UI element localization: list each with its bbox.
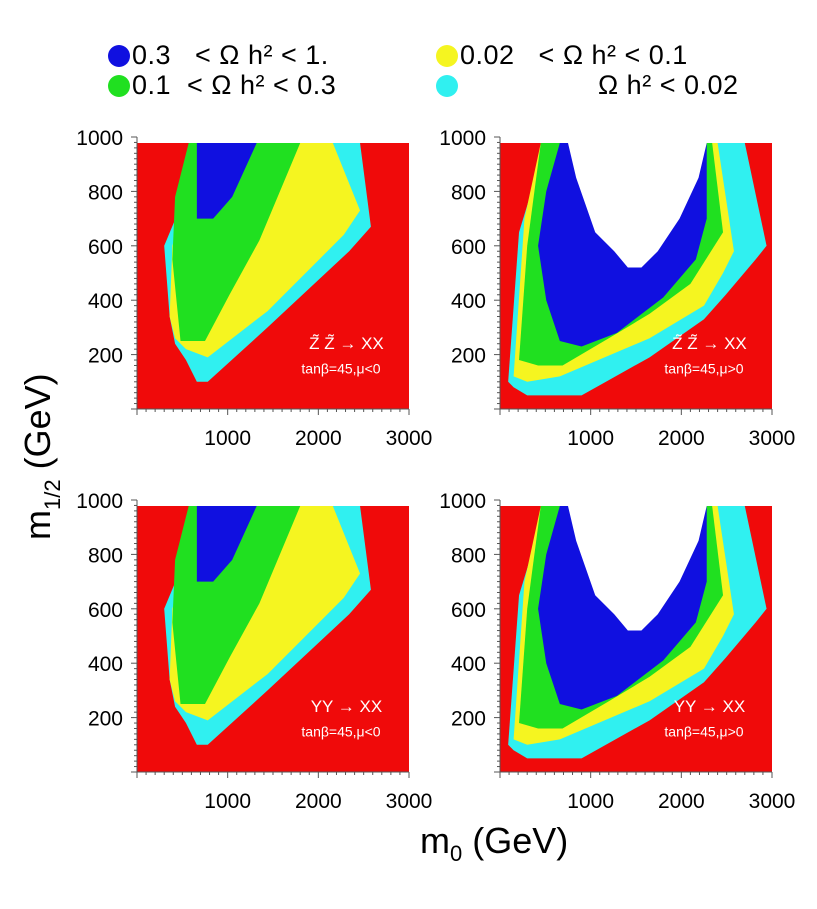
- region-allowed: [568, 506, 707, 631]
- y-tick-label: 800: [451, 181, 486, 204]
- y-tick-label: 800: [451, 544, 486, 567]
- x-tick-label: 2000: [658, 790, 705, 813]
- y-tick-label: 600: [88, 599, 123, 622]
- x-tick-label: 1000: [567, 427, 614, 450]
- x-tick-label: 2000: [295, 427, 342, 450]
- region-blue: [196, 506, 257, 582]
- legend-item-yellow: 0.02 < Ω h² < 0.1: [436, 40, 688, 71]
- axes: [131, 136, 410, 415]
- panel-process-label: YY → XX: [311, 697, 383, 716]
- legend-swatch-yellow: [436, 44, 458, 67]
- y-tick-label: 400: [88, 653, 123, 676]
- axes: [494, 499, 773, 778]
- x-tick-label: 2000: [658, 427, 705, 450]
- x-axis-title-unit: (GeV): [462, 820, 569, 861]
- y-tick-label: 1000: [439, 490, 486, 513]
- panel-1: 200 400 600 800 1000 1000 2000 3000 Z̃ Z̃ → XX ta…: [76, 127, 432, 450]
- y-axis-title-sub: 1/2: [40, 479, 65, 510]
- y-tick-label: 200: [88, 345, 123, 368]
- y-tick-label: 800: [88, 181, 123, 204]
- y-tick-label: 600: [451, 599, 486, 622]
- panel-3: 200 400 600 800 1000 1000 2000 3000 YY → XX tanβ=…: [76, 490, 432, 813]
- y-tick-label: 600: [88, 236, 123, 259]
- y-tick-label: 1000: [76, 490, 123, 513]
- region-blue: [196, 143, 257, 219]
- panel-params-label: tanβ=45,μ>0: [664, 724, 743, 740]
- legend-item-green: 0.1 < Ω h² < 0.3: [108, 70, 336, 101]
- y-tick-label: 200: [88, 708, 123, 731]
- panel-4: 200 400 600 800 1000 1000 2000 3000 YY → XX tanβ=…: [439, 490, 795, 813]
- panel-process-label: YY → XX: [674, 697, 746, 716]
- axes: [131, 499, 410, 778]
- legend-label: 0.02 < Ω h² < 0.1: [460, 40, 688, 70]
- y-axis-title: m1/2 (GeV): [17, 373, 65, 540]
- y-tick-label: 200: [451, 708, 486, 731]
- x-tick-label: 3000: [749, 427, 796, 450]
- legend-swatch-blue: [108, 44, 130, 67]
- y-tick-label: 400: [88, 290, 123, 313]
- panel-params-label: tanβ=45,μ>0: [664, 361, 743, 377]
- x-tick-label: 1000: [204, 790, 251, 813]
- panel-process-label: Z̃ Z̃ → XX: [309, 333, 384, 353]
- region-allowed: [568, 143, 707, 268]
- x-tick-label: 3000: [386, 427, 433, 450]
- y-tick-label: 800: [88, 544, 123, 567]
- y-tick-label: 400: [451, 290, 486, 313]
- x-tick-label: 2000: [295, 790, 342, 813]
- legend-item-blue: 0.3 < Ω h² < 1.: [108, 40, 329, 71]
- legend-label: Ω h² < 0.02: [598, 70, 739, 100]
- y-tick-label: 600: [451, 236, 486, 259]
- panel-params-label: tanβ=45,μ<0: [301, 361, 380, 377]
- y-axis-title-m: m: [17, 510, 58, 540]
- x-axis-title-m: m: [420, 820, 450, 861]
- legend-swatch-green: [108, 74, 130, 97]
- y-tick-label: 1000: [439, 127, 486, 150]
- x-tick-label: 3000: [749, 790, 796, 813]
- y-axis-title-unit: (GeV): [17, 373, 58, 479]
- x-tick-label: 1000: [204, 427, 251, 450]
- svg-text:m1/2 (GeV): m1/2 (GeV): [17, 373, 65, 540]
- legend-item-cyan: Ω h² < 0.02: [436, 70, 739, 101]
- legend-swatch-cyan: [436, 74, 458, 97]
- y-tick-label: 200: [451, 345, 486, 368]
- panel-params-label: tanβ=45,μ<0: [301, 724, 380, 740]
- legend: 0.3 < Ω h² < 1. 0.1 < Ω h² < 0.3 0.02 < …: [0, 0, 817, 110]
- axes: [494, 136, 773, 415]
- x-axis-title-sub: 0: [450, 841, 463, 867]
- legend-label: 0.3 < Ω h² < 1.: [132, 40, 329, 70]
- x-tick-label: 1000: [567, 790, 614, 813]
- x-tick-label: 3000: [386, 790, 433, 813]
- y-tick-label: 400: [451, 653, 486, 676]
- legend-label: 0.1 < Ω h² < 0.3: [132, 70, 337, 100]
- panel-2: 200 400 600 800 1000 1000 2000 3000 Z̃ Z̃ → XX ta…: [439, 127, 795, 450]
- panel-process-label: Z̃ Z̃ → XX: [672, 333, 747, 353]
- y-tick-label: 1000: [76, 127, 123, 150]
- x-axis-title: m0 (GeV): [420, 820, 568, 867]
